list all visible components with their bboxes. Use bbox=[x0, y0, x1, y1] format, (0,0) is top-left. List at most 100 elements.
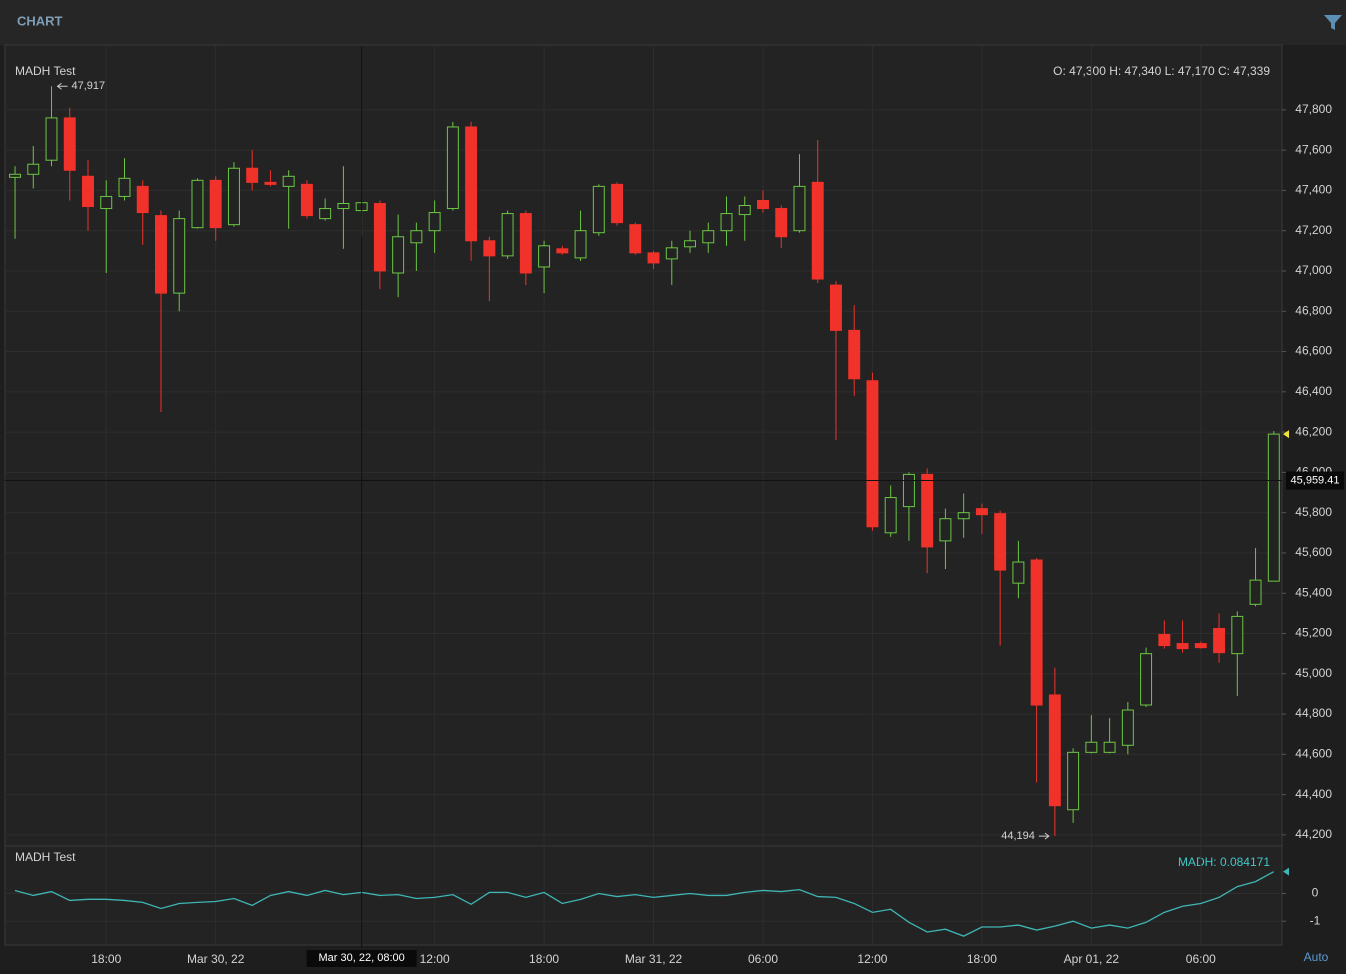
x-tick-label: Apr 01, 22 bbox=[1064, 952, 1120, 966]
candle-body bbox=[811, 181, 824, 280]
y-tick-label: 46,600 bbox=[1295, 344, 1332, 358]
candle-body bbox=[1030, 559, 1043, 706]
candle-body bbox=[829, 284, 842, 331]
x-tick-label: Mar 31, 22 bbox=[625, 952, 683, 966]
candle-body bbox=[27, 163, 40, 175]
candle-body bbox=[684, 240, 696, 248]
candle-body bbox=[848, 329, 861, 380]
x-tick-label: 18:00 bbox=[529, 952, 559, 966]
candle-body bbox=[957, 512, 970, 520]
arrow bbox=[56, 82, 68, 90]
y-tick-label: 45,400 bbox=[1295, 585, 1332, 599]
candle-body bbox=[1231, 615, 1244, 655]
y-tick-label: 47,000 bbox=[1295, 263, 1332, 277]
y-tick-label: -1 bbox=[1310, 913, 1321, 927]
y-tick-label: 44,800 bbox=[1295, 706, 1332, 720]
y-tick-label: 47,800 bbox=[1295, 102, 1332, 116]
candle-body bbox=[1012, 561, 1025, 584]
candle-body bbox=[629, 224, 642, 254]
candle-body bbox=[519, 213, 532, 274]
y-tick-label: 45,800 bbox=[1295, 505, 1332, 519]
x-tick-label: 12:00 bbox=[857, 952, 887, 966]
x-tick-label: 12:00 bbox=[420, 952, 450, 966]
candle-body bbox=[501, 213, 514, 257]
candle-body bbox=[100, 195, 113, 210]
ohlc-label: O: 47,300 H: 47,340 L: 47,170 C: 47,339 bbox=[1053, 64, 1270, 78]
candle-body bbox=[227, 167, 240, 226]
filter-icon[interactable] bbox=[1324, 15, 1342, 30]
candle-body bbox=[647, 252, 660, 264]
candle-body bbox=[1121, 709, 1134, 746]
candle-body bbox=[1048, 694, 1061, 807]
candle-body bbox=[1158, 634, 1171, 647]
candle-body bbox=[793, 185, 806, 232]
scale-mode[interactable]: Auto bbox=[1304, 950, 1329, 964]
candle-body bbox=[884, 497, 897, 534]
candle-body bbox=[592, 185, 605, 234]
arrow bbox=[1038, 832, 1050, 840]
crosshair-time-label: Mar 30, 22, 08:00 bbox=[319, 952, 405, 964]
y-tick-label: 46,400 bbox=[1295, 384, 1332, 398]
candle-body bbox=[155, 215, 167, 294]
candle-body bbox=[118, 177, 131, 197]
x-tick-label: 18:00 bbox=[967, 952, 997, 966]
y-tick-label: 45,000 bbox=[1295, 666, 1332, 680]
header-title: CHART bbox=[17, 13, 63, 28]
indicator-value: MADH: 0.084171 bbox=[1178, 855, 1270, 869]
y-tick-label: 47,400 bbox=[1295, 183, 1332, 197]
candle-body bbox=[45, 117, 58, 161]
last-price-marker bbox=[1283, 430, 1289, 439]
candle-body bbox=[757, 199, 769, 210]
candle-body bbox=[939, 518, 952, 542]
header-bar bbox=[0, 0, 1346, 45]
crosshair-time-box bbox=[306, 950, 417, 967]
candle-body bbox=[82, 175, 94, 208]
y-tick-label: 44,400 bbox=[1295, 787, 1332, 801]
y-tick-label: 47,200 bbox=[1295, 223, 1332, 237]
y-tick-label: 46,200 bbox=[1295, 424, 1332, 438]
candle-body bbox=[209, 179, 222, 229]
candle-body bbox=[465, 126, 478, 242]
candle-body bbox=[246, 167, 259, 183]
candle-body bbox=[1067, 751, 1080, 811]
candle-body bbox=[9, 173, 22, 178]
candle-body bbox=[1103, 741, 1116, 753]
candle-body bbox=[1176, 643, 1189, 650]
candle-body bbox=[994, 513, 1007, 571]
candle-body bbox=[738, 205, 751, 216]
price-pane bbox=[4, 44, 1283, 847]
y-tick-label: 47,600 bbox=[1295, 142, 1332, 156]
candle-body bbox=[136, 185, 149, 214]
candle-body bbox=[902, 473, 915, 508]
candle-body bbox=[373, 203, 386, 272]
y-tick-label: 45,200 bbox=[1295, 626, 1332, 640]
candle-body bbox=[921, 473, 934, 548]
candle-body bbox=[1085, 741, 1098, 753]
candle-body bbox=[319, 208, 332, 220]
candle-body bbox=[866, 380, 879, 528]
y-tick-label: 44,200 bbox=[1295, 827, 1332, 841]
candle-body bbox=[1140, 653, 1153, 706]
candle-body bbox=[1267, 433, 1280, 582]
y-tick-label: 0 bbox=[1312, 886, 1319, 900]
candle-body bbox=[574, 230, 587, 259]
candle-body bbox=[428, 212, 441, 232]
y-tick-label: 45,600 bbox=[1295, 545, 1332, 559]
crosshair-price-label: 45,959.41 bbox=[1291, 474, 1340, 486]
candle-body bbox=[702, 230, 715, 244]
candle-body bbox=[300, 183, 313, 217]
candle-body bbox=[173, 218, 186, 294]
candle-body bbox=[410, 230, 423, 244]
crosshair-price-box bbox=[1286, 471, 1344, 490]
candle-body bbox=[337, 203, 350, 210]
x-tick-label: Mar 30, 22 bbox=[187, 952, 245, 966]
candle-body bbox=[1249, 579, 1262, 605]
low-label: 44,194 bbox=[1001, 830, 1035, 842]
candle-body bbox=[556, 248, 569, 254]
y-tick-label: 44,600 bbox=[1295, 747, 1332, 761]
y-tick-label: 46,800 bbox=[1295, 303, 1332, 317]
candle-body bbox=[282, 175, 295, 187]
candle-body bbox=[191, 179, 204, 229]
